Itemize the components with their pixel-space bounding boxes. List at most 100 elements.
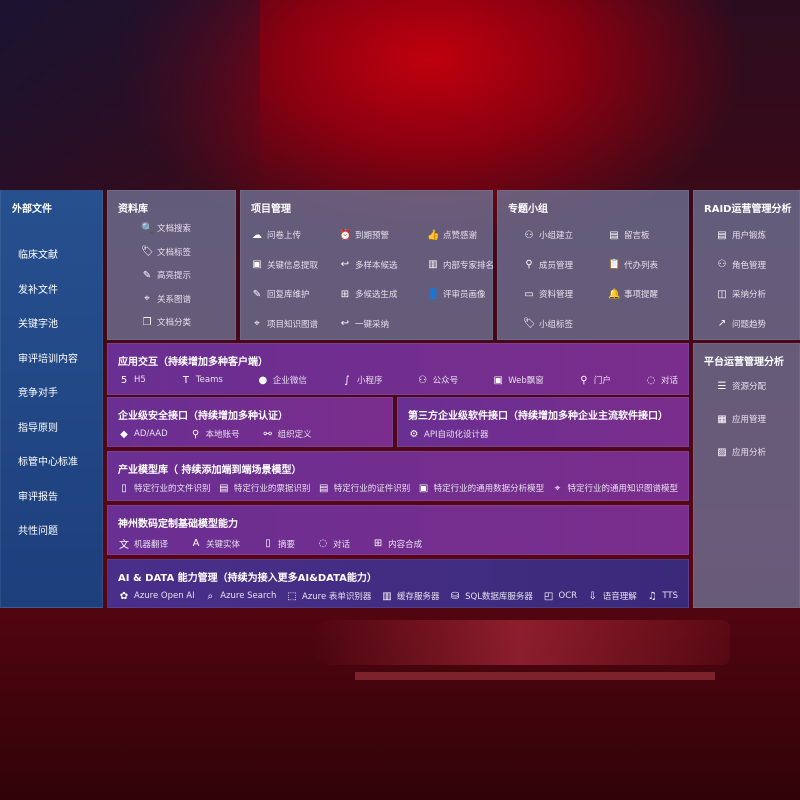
ai-item[interactable]: ✿ Azure Open AI [118,590,195,602]
app-item[interactable]: ⚇ 公众号 [417,374,458,387]
external-item[interactable]: 共性问题 [18,522,58,537]
project-item[interactable]: ⊞ 多候选生成 [339,288,398,301]
library-item[interactable]: 🏷 文档标签 [141,246,191,258]
group-item[interactable]: ⚇ 小组建立 [523,229,574,242]
rank-icon: ▥ [428,259,438,270]
industry-item[interactable]: ▤ 特定行业的证件识别 [318,482,410,495]
base-item[interactable]: 文机器翻译 [118,536,169,552]
thirdparty-item[interactable]: ⚙ API自动化设计器 [408,428,489,441]
portal-icon: ⚲ [580,374,588,386]
app-item[interactable]: ∫ 小程序 [341,374,383,387]
library-item[interactable]: 🔍 文档搜索 [141,222,191,235]
security-item[interactable]: ⚲ 本地账号 [190,428,240,441]
item-label: 留言板 [624,231,650,241]
raid-item[interactable]: ▤ 用户锻炼 [716,229,766,242]
project-item[interactable]: ↩ 一键采纳 [339,318,389,330]
industry-item[interactable]: ▯ 特定行业的文件识别 [118,482,211,495]
ai-item[interactable]: ⇩ 语音理解 [587,590,637,603]
item-label: 评审员画像 [443,290,486,300]
base-item[interactable]: ⊞ 内容合成 [372,536,422,551]
window-icon: ▣ [252,259,262,270]
thirdparty-panel: 第三方企业级软件接口（持续增加多种企业主流软件接口） ⚙ API自动化设计器 [397,397,689,447]
project-item[interactable]: ▣ 关键信息提取 [251,259,318,271]
project-item[interactable]: ↩ 多样本候选 [339,259,398,271]
platform-item[interactable]: ▦ 应用管理 [716,413,766,426]
user-lock-icon: ⚲ [191,428,200,440]
library-item[interactable]: ✎ 高亮提示 [141,269,191,282]
app-item[interactable]: T Teams [180,374,223,386]
project-item[interactable]: ✎ 回复库维护 [251,288,310,301]
external-item[interactable]: 竞争对手 [18,384,58,399]
item-label: 资料管理 [539,290,574,300]
item-label: 特定行业的通用知识图谱模型 [567,484,678,494]
project-item[interactable]: ☁ 问卷上传 [251,229,301,242]
item-label: 内部专家排名 [443,260,495,271]
group-item[interactable]: ▤ 留言板 [608,229,650,242]
project-item[interactable]: 👤 评审员画像 [427,288,486,301]
raid-item[interactable]: ⚇ 角色管理 [716,259,767,271]
raid-item[interactable]: ↗ 问题趋势 [716,318,766,330]
security-title: 企业级安全接口（持续增加多种认证） [118,411,288,422]
library-item[interactable]: ⌖ 关系图谱 [141,293,191,305]
project-item[interactable]: ⏰ 到期预警 [339,229,389,242]
app-items: 5 H5 T Teams ● 企业微信 ∫ 小程序 ⚇ 公众号 ▣ Web飘窗 ⚲ 门户 ◌ 对话 [118,374,678,387]
industry-item[interactable]: ▤ 特定行业的票据识别 [218,482,311,495]
item-label: 特定行业的票据识别 [233,484,311,494]
security-item[interactable]: ◆ AD/AAD [118,428,168,440]
app-item[interactable]: ◌ 对话 [645,374,678,387]
ai-title: AI & DATA 能力管理（持续为接入更多AI&DATA能力） [118,573,377,584]
raid-item[interactable]: ◫ 采纳分析 [716,288,766,301]
external-item[interactable]: 临床文献 [18,246,58,261]
item-label: 机器翻译 [134,539,169,550]
ai-item[interactable]: ♫ TTS [646,590,678,602]
group-item[interactable]: ▭ 资料管理 [523,288,574,301]
industry-item[interactable]: ⌖ 特定行业的通用知识图谱模型 [551,482,678,495]
app-item[interactable]: 5 H5 [118,374,146,386]
ai-item[interactable]: ⌕ Azure Search [204,590,276,602]
app-item[interactable]: ● 企业微信 [257,374,307,387]
group-item[interactable]: 📋 代办列表 [608,259,658,271]
library-item[interactable]: ❐ 文档分类 [141,316,192,329]
item-label: 审评报告 [18,491,58,503]
platform-panel: 平台运营管理分析 ☰ 资源分配 ▦ 应用管理 ▨ 应用分析 [693,343,800,608]
base-item[interactable]: ▯ 摘要 [262,536,295,551]
mini-program-icon: ∫ [344,374,350,386]
ai-item[interactable]: ⬚ Azure 表单识别器 [286,590,371,603]
ai-item[interactable]: ◰ OCR [543,590,577,602]
external-item[interactable]: 发补文件 [18,281,58,296]
app-panel: 应用交互（持续增加多种客户端） 5 H5 T Teams ● 企业微信 ∫ 小程序 ⚇ 公众号 ▣ We… [107,343,689,395]
users-icon: ⚇ [418,374,428,386]
item-label: 角色管理 [732,260,767,271]
external-item[interactable]: 审评培训内容 [18,350,78,365]
item-label: 小程序 [357,376,383,386]
external-item[interactable]: 标管中心标准 [18,453,78,468]
external-item[interactable]: 审评报告 [18,488,58,503]
window-icon: ▣ [493,374,503,386]
app-item[interactable]: ⚲ 门户 [578,374,611,387]
html5-icon: 5 [120,374,128,386]
project-item[interactable]: ⌖ 项目知识图谱 [251,318,318,330]
ai-item[interactable]: ⛁ SQL数据库服务器 [449,590,533,603]
item-label: 竞争对手 [18,388,58,399]
base-item[interactable]: A 关键实体 [190,536,240,551]
group-item[interactable]: 🏷 小组标签 [523,318,573,330]
item-label: Web飘窗 [508,376,544,386]
external-item[interactable]: 指导原则 [18,419,58,434]
industry-item[interactable]: ▣ 特定行业的通用数据分析模型 [418,482,544,495]
project-item[interactable]: 👍 点赞感谢 [427,229,477,242]
external-item[interactable]: 关键字池 [18,315,58,330]
group-item[interactable]: 🔔 事项提醒 [608,288,659,301]
project-panel: 项目管理 ☁ 问卷上传 ⏰ 到期预警 👍 点赞感谢 ▣ 关键信息提取 ↩ 多样本候选 ▥ 内部专家排名 ✎… [240,190,494,340]
platform-item[interactable]: ☰ 资源分配 [716,380,767,393]
app-item[interactable]: ▣ Web飘窗 [492,374,544,387]
item-label: 特定行业的文件识别 [134,484,211,494]
group-item[interactable]: ⚲ 成员管理 [523,259,573,271]
item-label: 一键采纳 [355,319,390,330]
platform-item[interactable]: ▨ 应用分析 [716,446,766,459]
base-item[interactable]: ◌ 对话 [317,536,350,551]
security-item[interactable]: ⚯ 组织定义 [262,428,311,441]
item-label: 事项提醒 [624,290,659,300]
project-item[interactable]: ▥ 内部专家排名 [427,259,494,271]
search-doc-icon: ⌕ [207,590,214,602]
ai-item[interactable]: ▥ 缓存服务器 [381,590,439,603]
